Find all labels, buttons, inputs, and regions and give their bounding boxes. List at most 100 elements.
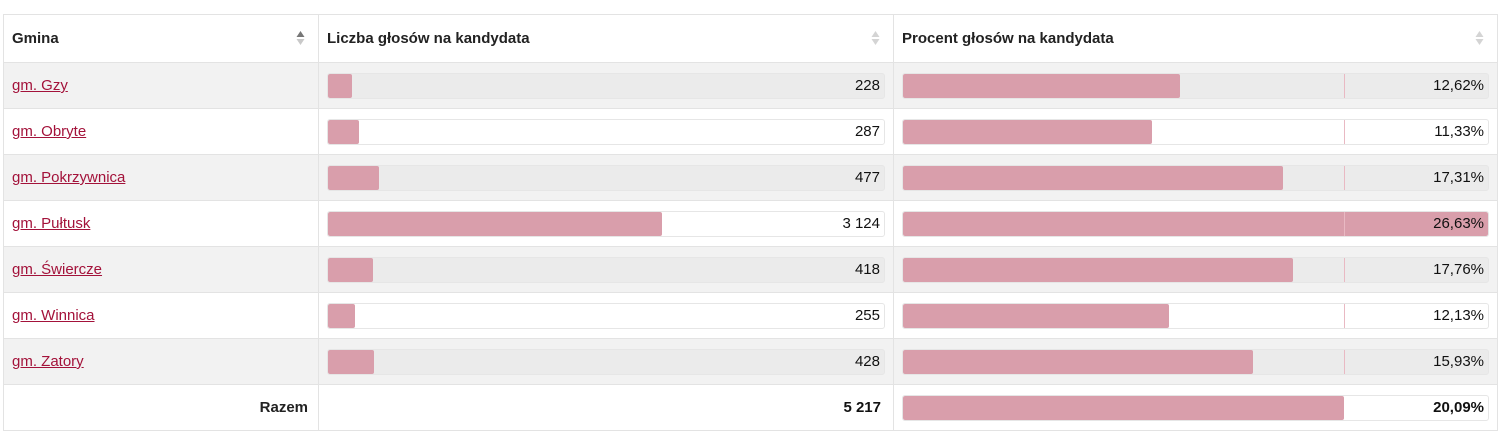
gmina-cell: gm. Gzy xyxy=(3,62,319,109)
votes-cell: 428 xyxy=(318,338,894,385)
bar-fill xyxy=(328,165,379,190)
gmina-link[interactable]: gm. Winnica xyxy=(12,307,95,324)
bar-value: 20,09% xyxy=(1433,398,1484,416)
votes-cell: 287 xyxy=(318,108,894,155)
total-percent-cell: 20,09% xyxy=(893,384,1498,431)
votes-cell: 418 xyxy=(318,246,894,293)
sort-ascending-icon[interactable] xyxy=(296,30,305,46)
gmina-cell: gm. Pokrzywnica xyxy=(3,154,319,201)
bar-track: 477 xyxy=(327,164,885,191)
average-marker xyxy=(1344,303,1346,328)
bar-fill xyxy=(903,211,1488,236)
bar-value: 17,31% xyxy=(1433,168,1484,186)
bar-fill xyxy=(903,165,1284,190)
table-row: gm. Zatory 428 15,93% xyxy=(3,338,1498,385)
bar-value: 418 xyxy=(854,260,880,278)
gmina-link[interactable]: gm. Pokrzywnica xyxy=(12,169,126,186)
table-row: gm. Gzy 228 12,62% xyxy=(3,62,1498,109)
votes-cell: 228 xyxy=(318,62,894,109)
percent-cell: 17,31% xyxy=(893,154,1498,201)
gmina-link[interactable]: gm. Gzy xyxy=(12,77,68,94)
bar-value: 3 124 xyxy=(842,214,880,232)
bar-track: 11,33% xyxy=(902,118,1489,145)
bar-fill xyxy=(903,257,1294,282)
gmina-link[interactable]: gm. Obryte xyxy=(12,123,87,140)
bar-track: 26,63% xyxy=(902,210,1489,237)
percent-cell: 11,33% xyxy=(893,108,1498,155)
bar-track: 228 xyxy=(327,72,885,99)
total-row: Razem 5 217 20,09% xyxy=(3,384,1498,431)
average-marker xyxy=(1344,349,1346,374)
percent-cell: 12,62% xyxy=(893,62,1498,109)
votes-cell: 477 xyxy=(318,154,894,201)
bar-value: 17,76% xyxy=(1433,260,1484,278)
bar-value: 12,13% xyxy=(1433,306,1484,324)
total-votes-value: 5 217 xyxy=(843,398,881,416)
bar-track: 12,13% xyxy=(902,302,1489,329)
header-row: Gmina Liczba głosów na kandydata Procent… xyxy=(3,14,1498,63)
bar-value: 255 xyxy=(854,306,880,324)
bar-fill xyxy=(903,303,1170,328)
column-header-percent-label: Procent głosów na kandydata xyxy=(902,30,1114,47)
bar-fill xyxy=(903,395,1345,420)
average-marker xyxy=(1344,165,1346,190)
gmina-cell: gm. Pułtusk xyxy=(3,200,319,247)
gmina-link[interactable]: gm. Pułtusk xyxy=(12,215,91,232)
average-marker xyxy=(1344,211,1346,236)
sort-both-icon[interactable] xyxy=(1475,30,1484,46)
bar-fill xyxy=(328,349,374,374)
average-marker xyxy=(1344,119,1346,144)
bar-value: 11,33% xyxy=(1434,122,1484,140)
bar-fill xyxy=(328,257,373,282)
bar-value: 15,93% xyxy=(1433,352,1484,370)
bar-track: 418 xyxy=(327,256,885,283)
column-header-votes[interactable]: Liczba głosów na kandydata xyxy=(318,14,894,63)
bar-value: 228 xyxy=(854,76,880,94)
table-body: gm. Gzy 228 12,62% gm. Obryte 287 11,33% gm. P… xyxy=(3,62,1498,431)
bar-track: 287 xyxy=(327,118,885,145)
votes-cell: 255 xyxy=(318,292,894,339)
results-table: Gmina Liczba głosów na kandydata Procent… xyxy=(3,14,1498,431)
table-row: gm. Świercze 418 17,76% xyxy=(3,246,1498,293)
column-header-gmina-label: Gmina xyxy=(12,30,59,47)
total-votes-cell: 5 217 xyxy=(318,384,894,431)
average-marker xyxy=(1344,257,1346,282)
gmina-link[interactable]: gm. Świercze xyxy=(12,261,103,278)
bar-track: 255 xyxy=(327,302,885,329)
bar-track: 428 xyxy=(327,348,885,375)
percent-cell: 26,63% xyxy=(893,200,1498,247)
total-votes-wrap: 5 217 xyxy=(327,396,885,420)
percent-cell: 12,13% xyxy=(893,292,1498,339)
bar-track: 20,09% xyxy=(902,394,1489,421)
sort-both-icon[interactable] xyxy=(871,30,880,46)
table-row: gm. Pułtusk 3 124 26,63% xyxy=(3,200,1498,247)
bar-fill xyxy=(903,119,1152,144)
bar-fill xyxy=(328,211,662,236)
bar-fill xyxy=(328,73,353,98)
gmina-cell: gm. Winnica xyxy=(3,292,319,339)
bar-track: 15,93% xyxy=(902,348,1489,375)
bar-track: 17,76% xyxy=(902,256,1489,283)
percent-cell: 15,93% xyxy=(893,338,1498,385)
gmina-cell: gm. Świercze xyxy=(3,246,319,293)
table-row: gm. Pokrzywnica 477 17,31% xyxy=(3,154,1498,201)
votes-cell: 3 124 xyxy=(318,200,894,247)
table-row: gm. Obryte 287 11,33% xyxy=(3,108,1498,155)
column-header-votes-label: Liczba głosów na kandydata xyxy=(327,30,530,47)
average-marker xyxy=(1344,73,1346,98)
gmina-link[interactable]: gm. Zatory xyxy=(12,353,84,370)
gmina-cell: gm. Zatory xyxy=(3,338,319,385)
bar-value: 12,62% xyxy=(1433,76,1484,94)
bar-track: 3 124 xyxy=(327,210,885,237)
percent-cell: 17,76% xyxy=(893,246,1498,293)
bar-fill xyxy=(903,73,1181,98)
column-header-percent[interactable]: Procent głosów na kandydata xyxy=(893,14,1498,63)
bar-value: 428 xyxy=(854,352,880,370)
bar-value: 26,63% xyxy=(1433,214,1484,232)
table-row: gm. Winnica 255 12,13% xyxy=(3,292,1498,339)
bar-value: 287 xyxy=(854,122,880,140)
bar-fill xyxy=(328,303,356,328)
bar-fill xyxy=(903,349,1253,374)
total-label: Razem xyxy=(3,384,319,431)
column-header-gmina[interactable]: Gmina xyxy=(3,14,319,63)
